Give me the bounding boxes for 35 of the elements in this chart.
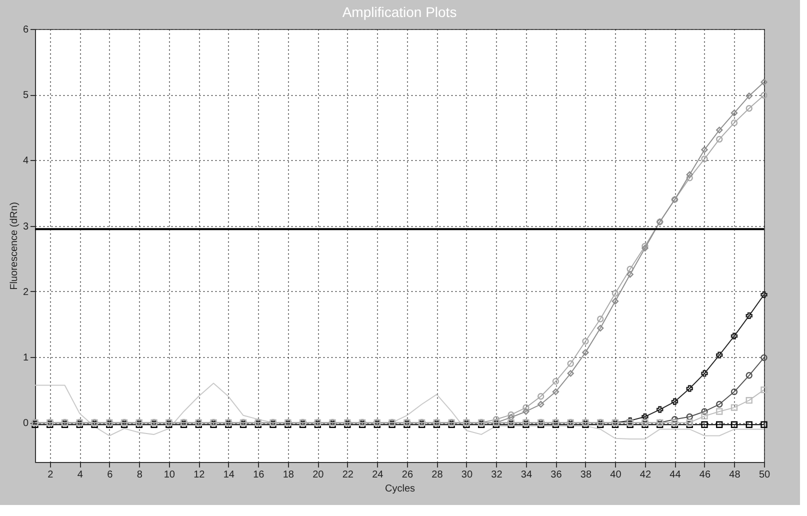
x-tick-label: 44 [670,470,682,480]
x-tick-label: 46 [699,470,711,480]
x-tick-label: 30 [461,470,473,480]
x-tick-label: 14 [223,470,235,480]
x-tick-label: 20 [312,470,324,480]
x-tick-label: 36 [550,470,562,480]
x-tick-label: 48 [729,470,741,480]
chart-title: Amplification Plots [342,4,457,20]
y-tick-label: 2 [22,286,29,298]
y-tick-label: 3 [22,221,29,232]
x-tick-label: 42 [640,470,652,480]
x-tick-label: 26 [402,470,414,480]
x-tick-label: 32 [491,470,503,480]
x-tick-label: 40 [610,470,622,480]
x-tick-label: 2 [48,470,54,480]
x-tick-label: 24 [372,470,384,480]
x-axis-title: Cycles [384,484,416,494]
x-tick-label: 6 [107,470,114,480]
x-tick-label: 28 [432,470,444,480]
y-tick-label: 5 [22,90,29,102]
y-tick-label: 1 [22,352,29,364]
x-tick-label: 10 [164,470,176,480]
x-tick-label: 12 [194,470,206,480]
y-tick-label: 0 [22,418,29,430]
x-tick-label: 16 [253,470,265,480]
y-axis-title: Fluorescence (dRn) [8,202,20,290]
x-tick-label: 50 [758,470,770,480]
y-tick-label: 6 [22,24,29,36]
x-tick-label: 8 [136,470,143,480]
y-tick-label: 4 [22,156,29,167]
x-tick-label: 34 [520,470,532,480]
x-tick-label: 22 [342,470,354,480]
x-tick-label: 18 [282,470,294,480]
x-tick-label: 4 [77,470,84,480]
x-tick-label: 38 [580,470,592,480]
